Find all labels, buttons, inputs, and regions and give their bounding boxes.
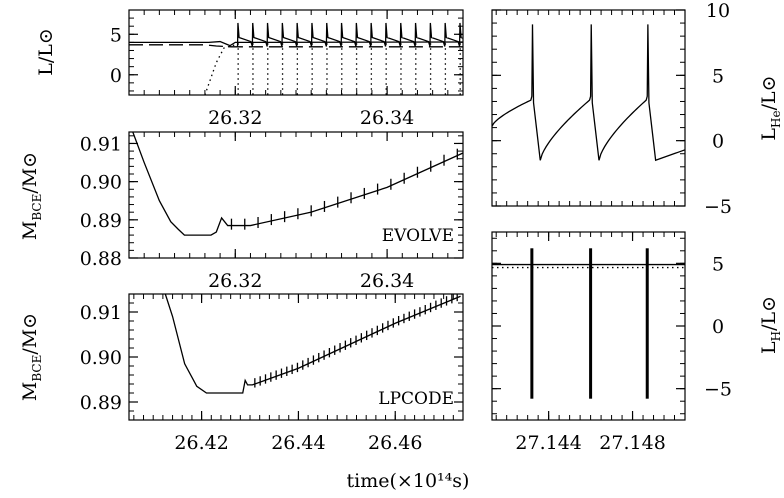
- x-tick-label: 26.42: [174, 432, 228, 454]
- x-tick-label: 27.148: [599, 432, 665, 454]
- helium-luminosity-trace: [492, 24, 685, 162]
- panel-luminosity-series: [129, 22, 463, 95]
- y-axis-label-mbce-lpcode: MBCE/M⊙: [19, 313, 44, 401]
- panel-hydrogen-ticks: −5 0 5 27.144 27.148: [492, 232, 732, 454]
- y-tick-label: 0: [712, 316, 724, 338]
- x-tick-label: 26.34: [360, 270, 414, 292]
- y-tick-label: 0.89: [80, 392, 122, 414]
- panel-helium-frame: [491, 9, 686, 207]
- y-tick-label: −5: [704, 196, 732, 218]
- series-line-solid: [132, 132, 463, 236]
- panel-helium-luminosity: −5 0 5 10 LHe/L⊙: [491, 0, 783, 218]
- y-axis-label-luminosity: L/L⊙: [35, 28, 57, 76]
- y-tick-label: 0.89: [80, 210, 122, 232]
- y-tick-label: 0: [110, 65, 122, 87]
- panel-label-lpcode: LPCODE: [378, 389, 454, 409]
- y-tick-label: 5: [712, 253, 724, 275]
- y-tick-label: 5: [712, 65, 724, 87]
- y-tick-label: 0.90: [80, 347, 122, 369]
- y-tick-label: 5: [110, 24, 122, 46]
- y-axis-label-lhe: LHe/L⊙: [758, 75, 783, 140]
- panel-hydrogen-series: [492, 248, 685, 399]
- x-tick-label: 26.32: [208, 270, 262, 292]
- panel-hydrogen-luminosity: −5 0 5 27.144 27.148 LH/L⊙: [491, 231, 783, 454]
- hydrogen-flash-spike: [530, 248, 534, 399]
- panel-lpcode: 0.89 0.90 0.91 26.42 26.44 26.46 LPCODE MBCE/…: [19, 293, 470, 492]
- series-line-solid: [129, 40, 463, 47]
- panel-hydrogen-frame: [491, 231, 686, 421]
- x-tick-label: 26.34: [360, 107, 414, 129]
- panel-lpcode-series: [164, 294, 461, 394]
- x-tick-label: 27.144: [515, 432, 581, 454]
- panel-evolve: 0.88 0.89 0.90 0.91 26.32 26.34 EVOLVE MBCE/M…: [19, 131, 464, 292]
- series-line-dashed: [129, 44, 463, 48]
- panel-label-evolve: EVOLVE: [382, 226, 454, 246]
- y-axis-label-mbce-evolve: MBCE/M⊙: [19, 152, 44, 240]
- panel-luminosity-ticks: 0 5 26.32 26.34: [110, 9, 464, 129]
- y-tick-label: 0.88: [80, 248, 122, 270]
- panel-evolve-ticks: 0.88 0.89 0.90 0.91 26.32 26.34: [80, 132, 464, 292]
- y-tick-label: 0: [712, 131, 724, 153]
- x-tick-label: 26.32: [208, 107, 262, 129]
- y-tick-label: −5: [704, 379, 732, 401]
- series-line-solid: [164, 294, 461, 394]
- x-axis-label-time: time(×10¹⁴s): [347, 470, 470, 492]
- y-tick-label: 0.91: [80, 302, 122, 324]
- y-tick-label: 10: [706, 0, 730, 22]
- hydrogen-flash-spike: [645, 248, 649, 399]
- x-tick-label: 26.44: [271, 432, 325, 454]
- y-axis-label-lh: LH/L⊙: [758, 296, 783, 354]
- panel-helium-ticks: −5 0 5 10: [492, 0, 732, 218]
- series-line-dotted: [204, 44, 236, 95]
- hydrogen-flash-spike: [589, 248, 593, 399]
- y-tick-label: 0.91: [80, 133, 122, 155]
- panel-luminosity-frame: [128, 9, 464, 96]
- x-tick-label: 26.46: [368, 432, 422, 454]
- panel-helium-series: [492, 24, 685, 162]
- y-tick-label: 0.90: [80, 172, 122, 194]
- panel-lpcode-ticks: 0.89 0.90 0.91 26.42 26.44 26.46: [80, 293, 464, 454]
- pulse-trace: [236, 22, 463, 47]
- panel-luminosity: 0 5 26.32 26.34 L/L⊙: [35, 9, 464, 129]
- panel-evolve-series: [132, 132, 463, 236]
